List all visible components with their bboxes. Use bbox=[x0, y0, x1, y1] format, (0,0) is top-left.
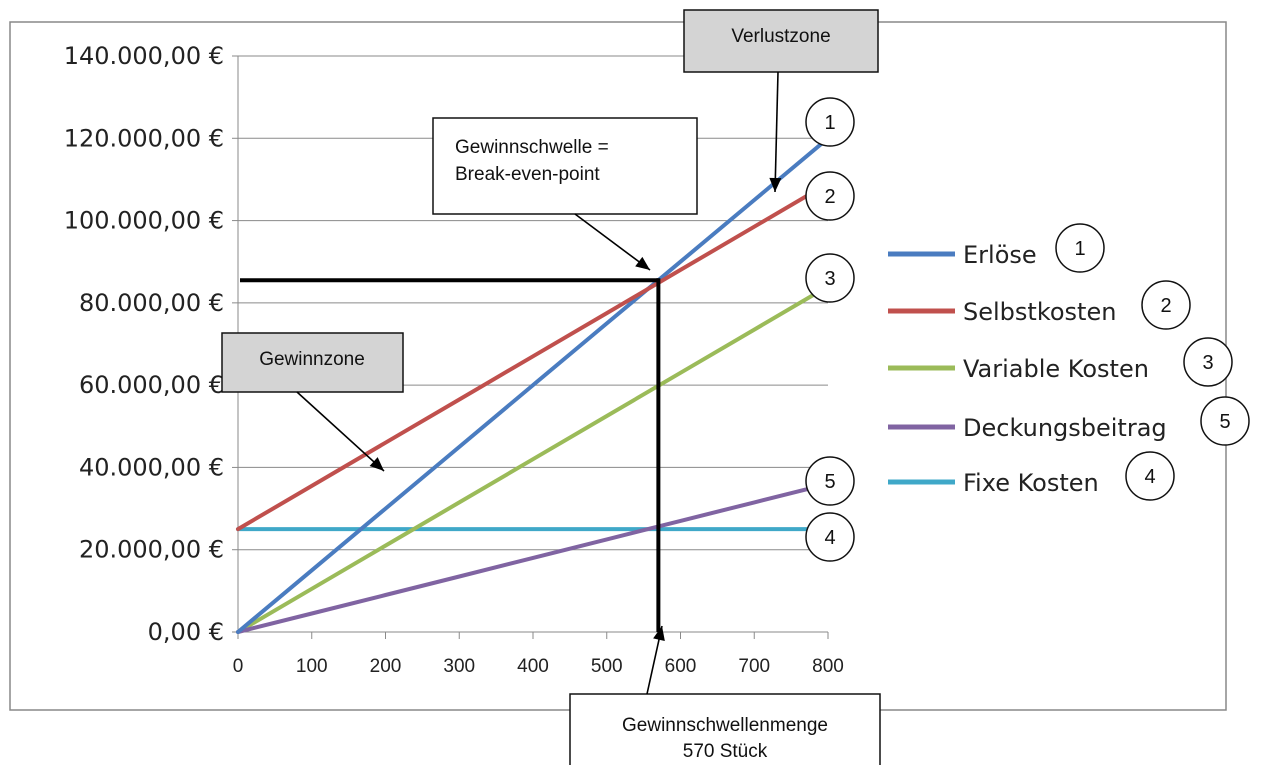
break-even-lines bbox=[240, 278, 661, 632]
series-marker-circle bbox=[805, 253, 855, 303]
x-tick-label: 300 bbox=[443, 656, 475, 677]
legend-marker-circle bbox=[1183, 337, 1233, 387]
legend-marker-number: 5 bbox=[1219, 411, 1230, 433]
verlustzone-arrow bbox=[774, 71, 779, 193]
gewinnschwellenmenge-label-2: 570 Stück bbox=[683, 741, 768, 762]
x-tick-label: 200 bbox=[370, 656, 402, 677]
series-line-5 bbox=[236, 481, 830, 634]
legend-marker-number: 4 bbox=[1144, 466, 1155, 488]
legend-label: Variable Kosten bbox=[963, 355, 1149, 383]
x-tick-label: 600 bbox=[665, 656, 697, 677]
series-marker-number: 3 bbox=[824, 268, 835, 290]
legend-marker-circle bbox=[1125, 451, 1175, 501]
legend-marker-number: 1 bbox=[1074, 238, 1085, 260]
gewinnschwelle-arrow-head bbox=[635, 256, 650, 270]
series-line-1 bbox=[236, 136, 830, 634]
gewinnzone-arrow bbox=[296, 391, 385, 472]
legend-label: Erlöse bbox=[963, 241, 1037, 269]
gewinnschwelle-label-2: Break-even-point bbox=[455, 164, 600, 185]
x-tick-label: 400 bbox=[517, 656, 549, 677]
series-marker-circle bbox=[805, 97, 855, 147]
verlustzone-box bbox=[683, 9, 879, 73]
x-tick-label: 800 bbox=[812, 656, 844, 677]
y-tick-label: 60.000,00 € bbox=[79, 371, 224, 399]
series-marker-circle bbox=[805, 456, 855, 506]
gewinnzone-label: Gewinnzone bbox=[259, 349, 365, 370]
series-marker-circle bbox=[805, 512, 855, 562]
series-marker-number: 5 bbox=[824, 471, 835, 493]
legend-label: Selbstkosten bbox=[963, 298, 1116, 326]
x-tick-label: 500 bbox=[591, 656, 623, 677]
legend: Erlöse 1 Selbstkosten 2 Variable Kosten 3 Deck… bbox=[888, 223, 1250, 501]
gewinnzone-arrow-head bbox=[369, 457, 384, 471]
gewinnschwellenmenge-arrow-head bbox=[653, 626, 665, 641]
x-axis-ticks: 0 100 200 300 400 500 600 700 800 bbox=[233, 656, 844, 677]
gewinnschwelle-box bbox=[432, 117, 698, 215]
verlustzone-label: Verlustzone bbox=[731, 26, 830, 47]
series-line-2 bbox=[236, 181, 830, 532]
legend-marker-circle bbox=[1200, 396, 1250, 446]
x-tick-label: 700 bbox=[738, 656, 770, 677]
gewinnschwelle-arrow bbox=[574, 213, 651, 271]
series-marker-number: 2 bbox=[824, 186, 835, 208]
gewinnschwellenmenge-label-1: Gewinnschwellenmenge bbox=[622, 715, 828, 736]
gewinnschwellenmenge-box bbox=[569, 693, 881, 765]
series-marker-circle bbox=[805, 171, 855, 221]
legend-marker-number: 2 bbox=[1160, 295, 1171, 317]
gewinnzone-box bbox=[221, 332, 404, 393]
verlustzone-arrow-head bbox=[769, 177, 782, 192]
legend-label: Deckungsbeitrag bbox=[963, 414, 1167, 442]
legend-marker-circle bbox=[1141, 280, 1191, 330]
y-tick-label: 0,00 € bbox=[148, 618, 224, 646]
y-tick-label: 20.000,00 € bbox=[79, 536, 224, 564]
y-tick-label: 100.000,00 € bbox=[64, 207, 224, 235]
series-marker-number: 1 bbox=[824, 112, 835, 134]
series-lines bbox=[236, 136, 830, 634]
gewinnschwelle-label-1: Gewinnschwelle = bbox=[455, 137, 609, 158]
series-markers: 1 2 3 5 4 bbox=[805, 97, 855, 562]
y-axis-ticks: 0,00 € 20.000,00 € 40.000,00 € 60.000,00 € 8… bbox=[64, 42, 224, 646]
legend-marker-circle bbox=[1055, 223, 1105, 273]
y-tick-label: 40.000,00 € bbox=[79, 453, 224, 481]
series-marker-number: 4 bbox=[824, 527, 835, 549]
y-tick-label: 140.000,00 € bbox=[64, 42, 224, 70]
annotations: Verlustzone Gewinnschwelle = Break-even-po… bbox=[221, 9, 881, 765]
series-line-3 bbox=[236, 284, 830, 634]
x-tick-label: 0 bbox=[233, 656, 244, 677]
y-tick-label: 80.000,00 € bbox=[79, 289, 224, 317]
legend-label: Fixe Kosten bbox=[963, 469, 1099, 497]
x-tick-label: 100 bbox=[296, 656, 328, 677]
legend-marker-number: 3 bbox=[1202, 352, 1213, 374]
y-tick-label: 120.000,00 € bbox=[64, 124, 224, 152]
